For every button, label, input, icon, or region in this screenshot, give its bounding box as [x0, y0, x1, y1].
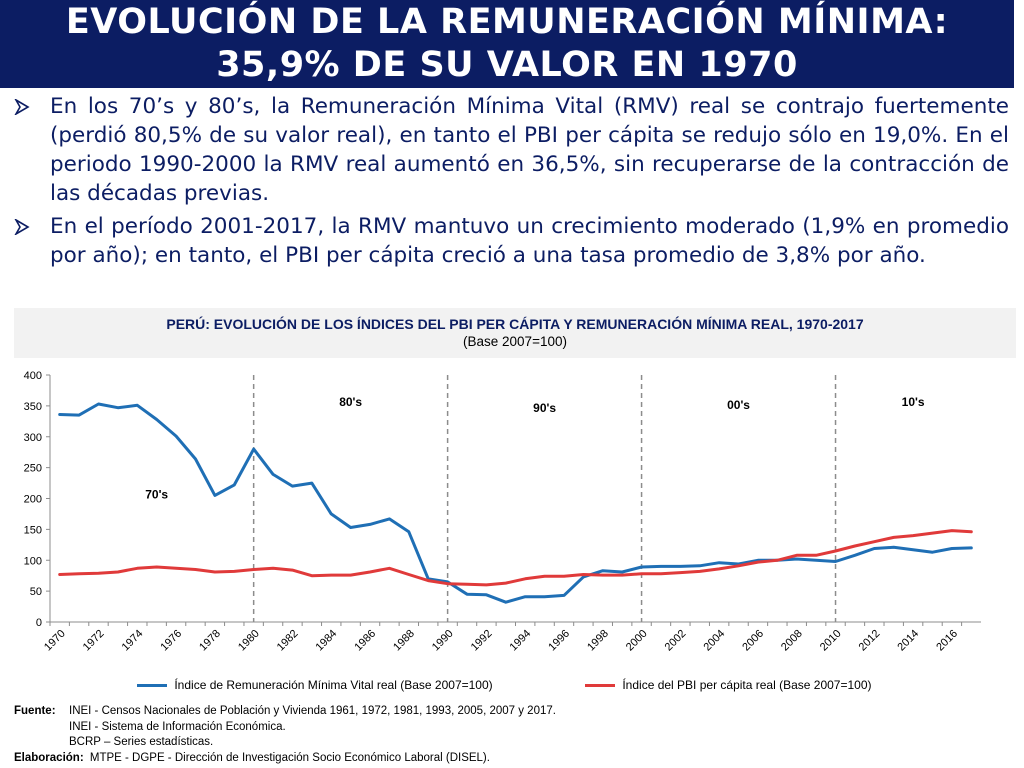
x-tick-label: 1994 — [508, 628, 534, 654]
x-tick-label: 2004 — [701, 628, 727, 654]
bullet-text-2: En el período 2001-2017, la RMV mantuvo … — [50, 214, 1009, 268]
bullet-text-1: En los 70’s y 80’s, la Remuneración Míni… — [50, 94, 1009, 206]
elaboration-text: MTPE - DGPE - Dirección de Investigación… — [89, 751, 490, 764]
x-tick-label: 2002 — [663, 628, 689, 654]
x-tick-label: 2012 — [857, 628, 883, 654]
elaboration-label: Elaboración: — [14, 751, 84, 764]
legend-label-pbi: Índice del PBI per cápita real (Base 200… — [622, 678, 872, 692]
decade-annotation: 90's — [533, 401, 556, 415]
page-title-line2: 35,9% DE SU VALOR EN 1970 — [216, 45, 798, 85]
x-tick-label: 1984 — [314, 628, 340, 654]
x-tick-label: 2016 — [934, 628, 960, 654]
x-tick-label: 2014 — [895, 628, 921, 654]
x-tick-label: 1982 — [275, 628, 301, 654]
y-tick-label: 200 — [24, 494, 42, 506]
source-row: INEI - Sistema de Información Económica. — [14, 720, 490, 736]
legend-line-pbi — [585, 684, 615, 688]
x-tick-label: 1992 — [469, 628, 495, 654]
title-box: EVOLUCIÓN DE LA REMUNERACIÓN MÍNIMA: 35,… — [0, 0, 1014, 88]
bullet-item: En el período 2001-2017, la RMV mantuvo … — [14, 212, 1009, 270]
source-row: Fuente: INEI - Censos Nacionales de Pobl… — [14, 704, 556, 720]
x-tick-label: 1996 — [546, 628, 572, 654]
x-tick-label: 2000 — [624, 628, 650, 654]
y-tick-label: 150 — [24, 524, 42, 536]
title-bar: EVOLUCIÓN DE LA REMUNERACIÓN MÍNIMA: 35,… — [0, 0, 1024, 88]
x-tick-label: 1970 — [42, 628, 68, 654]
legend-line-rmv — [137, 684, 167, 688]
y-tick-label: 50 — [30, 586, 42, 598]
x-tick-label: 1998 — [585, 628, 611, 654]
x-tick-label: 1976 — [158, 628, 184, 654]
source-line-1: INEI - Censos Nacionales de Población y … — [69, 705, 556, 717]
decade-annotation: 00's — [727, 398, 750, 412]
x-tick-label: 1978 — [197, 628, 223, 654]
source-line-3: BCRP – Series estadísticas. — [69, 736, 214, 748]
y-tick-label: 400 — [24, 370, 42, 382]
series-line-0 — [58, 402, 973, 604]
series-line-1 — [58, 529, 973, 587]
y-tick-label: 100 — [24, 555, 42, 567]
y-tick-label: 350 — [24, 401, 42, 413]
bullet-list: En los 70’s y 80’s, la Remuneración Míni… — [14, 92, 1009, 274]
bullet-item: En los 70’s y 80’s, la Remuneración Míni… — [14, 92, 1009, 208]
source-row: BCRP – Series estadísticas. — [14, 735, 490, 751]
source-label: Fuente: — [14, 705, 56, 717]
x-tick-label: 2010 — [818, 628, 844, 654]
x-tick-label: 2006 — [740, 628, 766, 654]
y-tick-label: 300 — [24, 432, 42, 444]
x-tick-label: 1980 — [236, 628, 262, 654]
arrow-bullet-icon — [14, 99, 30, 115]
y-tick-label: 0 — [36, 617, 42, 629]
source-line-2: INEI - Sistema de Información Económica. — [69, 720, 286, 733]
x-tick-label: 1986 — [352, 628, 378, 654]
chart-header: PERÚ: EVOLUCIÓN DE LOS ÍNDICES DEL PBI P… — [14, 308, 1016, 358]
line-chart: 0 50 100 150 200 250 300 350 400 1970 1972 1974 1976… — [24, 370, 981, 654]
legend-label-rmv: Índice de Remuneración Mínima Vital real… — [174, 678, 493, 692]
chart-subtitle: (Base 2007=100) — [463, 334, 567, 349]
legend-item-pbi: Índice del PBI per cápita real (Base 200… — [585, 678, 872, 692]
chart-title: PERÚ: EVOLUCIÓN DE LOS ÍNDICES DEL PBI P… — [166, 316, 864, 332]
page-title-line1: EVOLUCIÓN DE LA REMUNERACIÓN MÍNIMA: — [65, 2, 949, 42]
x-tick-label: 1990 — [430, 628, 456, 654]
decade-annotation: 70's — [145, 488, 168, 502]
arrow-bullet-icon — [14, 219, 30, 235]
y-tick-label: 250 — [24, 463, 42, 475]
x-tick-label: 1972 — [81, 628, 107, 654]
x-tick-label: 1988 — [391, 628, 417, 654]
x-tick-label: 2008 — [779, 628, 805, 654]
x-tick-label: 1974 — [120, 628, 146, 654]
decade-annotation: 80's — [339, 395, 362, 409]
decade-annotation: 10's — [902, 395, 925, 409]
legend-item-rmv: Índice de Remuneración Mínima Vital real… — [137, 678, 493, 692]
source-notes: Fuente: INEI - Censos Nacionales de Pobl… — [14, 704, 556, 767]
elaboration-row: Elaboración: MTPE - DGPE - Dirección de … — [14, 751, 490, 767]
